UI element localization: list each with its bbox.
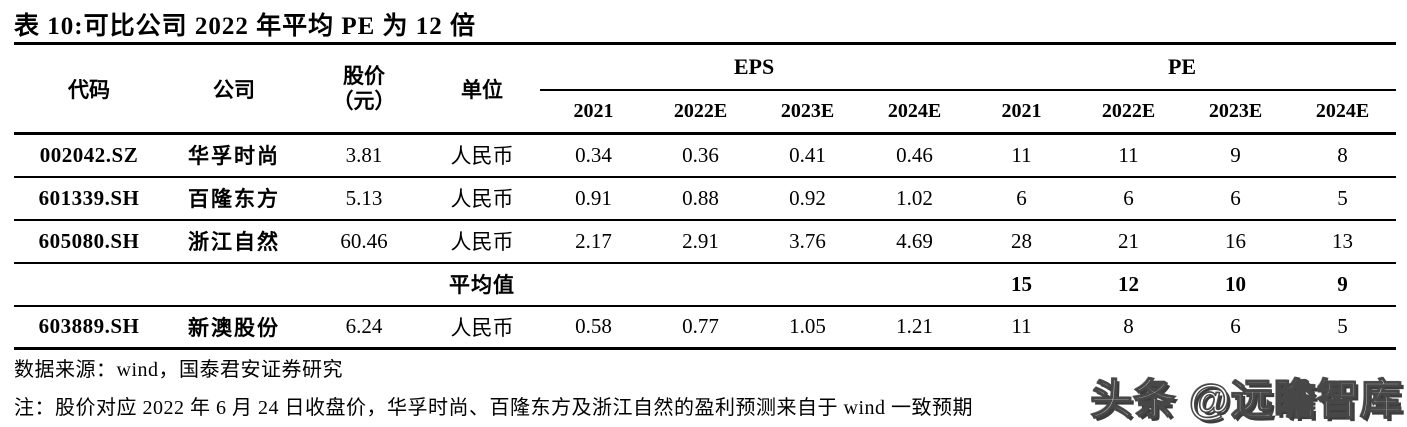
pe-cell: 28 [968, 219, 1076, 264]
price-cell: 5.13 [304, 176, 424, 221]
eps-cell: 0.46 [861, 133, 969, 178]
eps-cell: 0.91 [540, 176, 647, 221]
eps-cell: 2.91 [647, 219, 754, 264]
header-years-row: 2021 2022E 2023E 2024E 2021 2022E 2023E … [14, 89, 1397, 135]
eps-cell [754, 262, 861, 307]
comparable-companies-table: 代码 公司 股价 （元） 单位 EPS PE 2021 2022E 2023E … [14, 42, 1397, 350]
pe-cell: 9 [1289, 262, 1397, 307]
code-cell: 603889.SH [14, 305, 164, 350]
table-row: 605080.SH 浙江自然 60.46 人民币 2.17 2.91 3.76 4.69 28 2… [14, 219, 1397, 264]
eps-cell [861, 262, 969, 307]
pe-cell: 8 [1289, 133, 1397, 178]
company-cell: 新澳股份 [164, 305, 304, 350]
eps-cell: 0.58 [540, 305, 647, 350]
header-year-eps-2022e: 2022E [647, 89, 754, 135]
company-cell [164, 262, 304, 307]
header-year-pe-2023e: 2023E [1182, 89, 1290, 135]
pe-cell: 16 [1182, 219, 1290, 264]
average-row: 平均值 15 12 10 9 [14, 262, 1397, 307]
unit-cell: 人民币 [424, 305, 540, 350]
data-source-note: 数据来源：wind，国泰君安证券研究 [14, 359, 343, 381]
header-price-line2: （元） [332, 88, 396, 113]
pe-cell: 8 [1075, 305, 1183, 350]
pe-cell: 10 [1182, 262, 1290, 307]
code-cell: 601339.SH [14, 176, 164, 221]
unit-cell: 人民币 [424, 219, 540, 264]
pe-cell: 11 [968, 133, 1076, 178]
eps-cell: 3.76 [754, 219, 861, 264]
pe-cell: 6 [1182, 176, 1290, 221]
header-eps-group: EPS [540, 43, 969, 91]
header-group-row: 代码 公司 股价 （元） 单位 EPS PE [14, 43, 1397, 135]
unit-cell: 人民币 [424, 176, 540, 221]
eps-cell: 2.17 [540, 219, 647, 264]
table-row: 002042.SZ 华孚时尚 3.81 人民币 0.34 0.36 0.41 0.46 11 11… [14, 133, 1397, 178]
header-pe-group: PE [968, 43, 1397, 91]
pe-cell: 6 [1075, 176, 1183, 221]
header-price-line1: 股价 [343, 64, 385, 89]
header-year-eps-2023e: 2023E [754, 89, 861, 135]
eps-cell: 1.05 [754, 305, 861, 350]
unit-cell: 人民币 [424, 133, 540, 178]
eps-cell: 4.69 [861, 219, 969, 264]
table-title: 表 10:可比公司 2022 年平均 PE 为 12 倍 [14, 13, 477, 40]
eps-cell: 1.02 [861, 176, 969, 221]
pe-cell: 21 [1075, 219, 1183, 264]
pe-cell: 12 [1075, 262, 1183, 307]
pe-cell: 5 [1289, 176, 1397, 221]
pe-cell: 5 [1289, 305, 1397, 350]
eps-cell: 0.34 [540, 133, 647, 178]
pe-cell: 15 [968, 262, 1076, 307]
header-year-eps-2021: 2021 [540, 89, 647, 135]
pe-cell: 11 [968, 305, 1076, 350]
company-cell: 华孚时尚 [164, 133, 304, 178]
table-row: 603889.SH 新澳股份 6.24 人民币 0.58 0.77 1.05 1.21 11 8 6… [14, 305, 1397, 350]
company-cell: 百隆东方 [164, 176, 304, 221]
header-unit: 单位 [424, 43, 540, 135]
eps-cell: 0.92 [754, 176, 861, 221]
header-year-eps-2024e: 2024E [861, 89, 969, 135]
footnote: 注：股价对应 2022 年 6 月 24 日收盘价，华孚时尚、百隆东方及浙江自然… [14, 397, 973, 419]
eps-cell [647, 262, 754, 307]
header-year-pe-2024e: 2024E [1289, 89, 1397, 135]
eps-cell: 1.21 [861, 305, 969, 350]
eps-cell: 0.88 [647, 176, 754, 221]
eps-cell: 0.77 [647, 305, 754, 350]
price-cell [304, 262, 424, 307]
header-year-pe-2021: 2021 [968, 89, 1076, 135]
pe-cell: 11 [1075, 133, 1183, 178]
pe-cell: 6 [968, 176, 1076, 221]
table-body: 002042.SZ 华孚时尚 3.81 人民币 0.34 0.36 0.41 0.46 11 11… [14, 133, 1397, 350]
code-cell: 002042.SZ [14, 133, 164, 178]
price-cell: 60.46 [304, 219, 424, 264]
header-code: 代码 [14, 43, 164, 135]
header-price: 股价 （元） [304, 43, 424, 135]
eps-cell [540, 262, 647, 307]
unit-cell: 平均值 [424, 262, 540, 307]
code-cell [14, 262, 164, 307]
company-cell: 浙江自然 [164, 219, 304, 264]
code-cell: 605080.SH [14, 219, 164, 264]
header-company: 公司 [164, 43, 304, 135]
price-cell: 6.24 [304, 305, 424, 350]
watermark-text: 头条 @远瞻智库 [1090, 375, 1403, 424]
header-year-pe-2022e: 2022E [1075, 89, 1183, 135]
table-row: 601339.SH 百隆东方 5.13 人民币 0.91 0.88 0.92 1.02 6 6 6 5 [14, 176, 1397, 221]
eps-cell: 0.36 [647, 133, 754, 178]
pe-cell: 6 [1182, 305, 1290, 350]
eps-cell: 0.41 [754, 133, 861, 178]
price-cell: 3.81 [304, 133, 424, 178]
pe-cell: 9 [1182, 133, 1290, 178]
pe-cell: 13 [1289, 219, 1397, 264]
